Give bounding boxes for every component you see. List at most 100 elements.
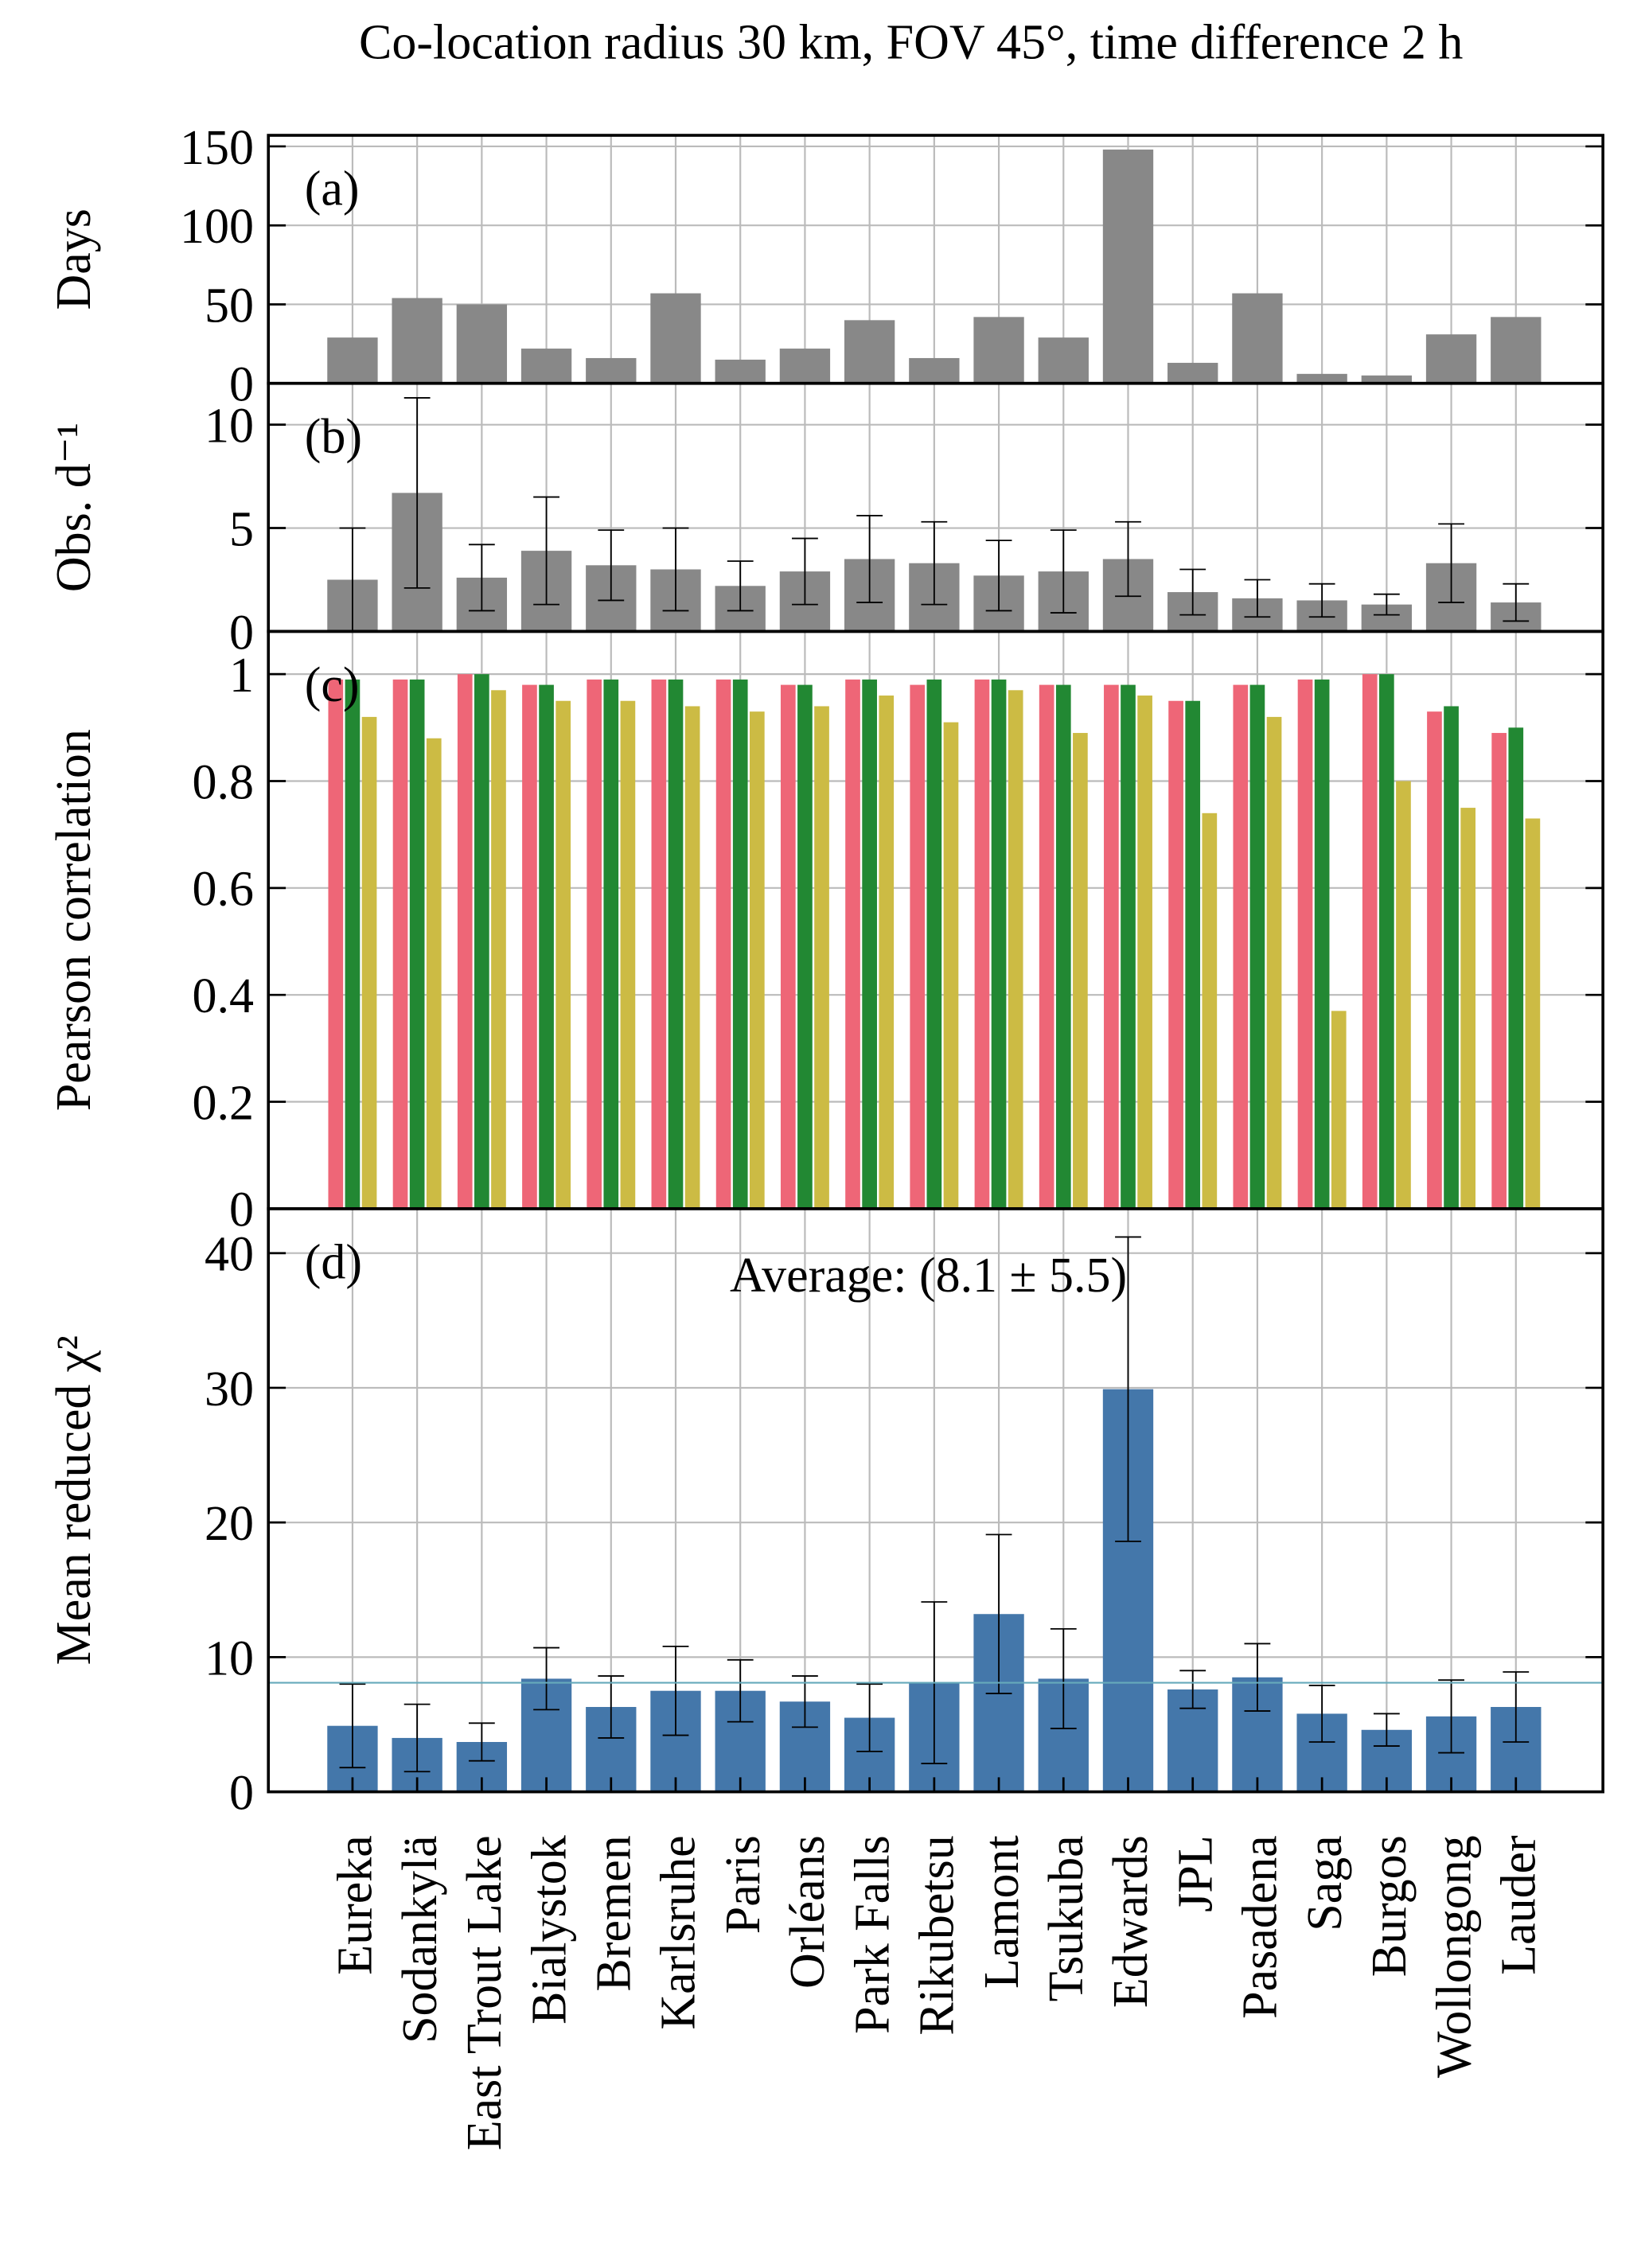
x-tick-label: Lamont bbox=[975, 1835, 1029, 1989]
bar bbox=[1055, 684, 1071, 1209]
y-tick-label: 0.2 bbox=[193, 1076, 254, 1130]
y-tick-label: 0.6 bbox=[193, 863, 254, 917]
bar bbox=[1362, 674, 1378, 1209]
x-tick-label: Saga bbox=[1298, 1835, 1352, 1931]
y-tick-label: 5 bbox=[229, 502, 254, 556]
bar bbox=[1232, 293, 1283, 384]
bar bbox=[491, 690, 506, 1209]
y-tick-label: 0 bbox=[229, 606, 254, 660]
bar bbox=[780, 684, 796, 1209]
bar bbox=[392, 679, 408, 1209]
bar bbox=[539, 684, 554, 1209]
bar bbox=[1296, 373, 1347, 384]
bar bbox=[1185, 700, 1201, 1209]
x-tick-label: Pasadena bbox=[1234, 1835, 1288, 2019]
y-tick-label: 150 bbox=[180, 121, 254, 175]
bar bbox=[797, 684, 813, 1209]
bar bbox=[1038, 337, 1089, 384]
bar bbox=[879, 696, 895, 1209]
bar bbox=[668, 679, 684, 1209]
x-tick-label: Tsukuba bbox=[1039, 1835, 1093, 2001]
y-tick-label: 10 bbox=[205, 1631, 254, 1685]
y-tick-label: 0 bbox=[229, 1766, 254, 1820]
bar bbox=[457, 674, 473, 1209]
y-axis-label: Obs. d⁻¹ bbox=[47, 423, 101, 592]
bar bbox=[474, 674, 489, 1209]
bar bbox=[586, 357, 637, 384]
panel-frame bbox=[267, 1207, 1604, 1794]
x-tick-label: Park Falls bbox=[845, 1835, 899, 2034]
bar bbox=[520, 349, 572, 384]
panel-label: (d) bbox=[305, 1235, 362, 1289]
bar bbox=[1039, 684, 1054, 1209]
bar bbox=[1331, 1011, 1347, 1209]
bar bbox=[1102, 149, 1154, 384]
chart-title: Co-location radius 30 km, FOV 45°, time … bbox=[359, 15, 1463, 69]
x-tick-label: Orléans bbox=[781, 1835, 835, 1989]
bar bbox=[844, 320, 895, 384]
panel-label: (a) bbox=[305, 162, 360, 216]
y-tick-label: 0 bbox=[229, 1183, 254, 1237]
y-tick-label: 40 bbox=[205, 1228, 254, 1282]
bar bbox=[1121, 684, 1136, 1209]
bar bbox=[409, 679, 425, 1209]
bar bbox=[345, 679, 361, 1209]
bar bbox=[991, 679, 1007, 1209]
bar bbox=[1167, 362, 1218, 384]
panel-label: (b) bbox=[305, 410, 362, 464]
y-tick-label: 100 bbox=[180, 200, 254, 254]
bar bbox=[620, 700, 636, 1209]
x-tick-label: Burgos bbox=[1362, 1835, 1417, 1977]
bar bbox=[1249, 684, 1265, 1209]
bar bbox=[1266, 716, 1282, 1209]
bar bbox=[814, 706, 829, 1209]
y-axis-label: Pearson correlation bbox=[47, 729, 101, 1111]
x-tick-label: Edwards bbox=[1104, 1835, 1158, 2008]
bar bbox=[715, 679, 731, 1209]
bar bbox=[456, 304, 508, 384]
bar bbox=[943, 722, 959, 1209]
bar bbox=[909, 357, 960, 384]
bar bbox=[1396, 781, 1411, 1209]
y-tick-label: 20 bbox=[205, 1497, 254, 1551]
bar bbox=[926, 679, 942, 1209]
bar bbox=[1444, 706, 1459, 1209]
y-axis-label: Mean reduced χ² bbox=[47, 1335, 101, 1665]
bar bbox=[1008, 690, 1023, 1209]
y-tick-label: 10 bbox=[205, 399, 254, 454]
bar bbox=[1427, 711, 1442, 1209]
y-axis-label: Days bbox=[47, 208, 101, 310]
bar bbox=[1168, 700, 1183, 1209]
x-tick-label: Sodankylä bbox=[393, 1835, 447, 2044]
bar bbox=[1202, 813, 1218, 1209]
x-tick-label: Eureka bbox=[329, 1835, 383, 1974]
bar bbox=[973, 317, 1024, 384]
bar bbox=[522, 684, 537, 1209]
x-tick-label: Rikubetsu bbox=[910, 1835, 965, 2035]
bar bbox=[1361, 375, 1413, 384]
bar bbox=[587, 679, 602, 1209]
bar bbox=[426, 738, 442, 1209]
bar bbox=[1233, 684, 1249, 1209]
bar bbox=[1525, 818, 1541, 1209]
bar bbox=[1314, 679, 1330, 1209]
y-tick-label: 0 bbox=[229, 358, 254, 412]
bar bbox=[910, 684, 926, 1209]
bar bbox=[603, 679, 619, 1209]
bar bbox=[732, 679, 748, 1209]
bar bbox=[1425, 334, 1477, 384]
bar bbox=[1491, 733, 1507, 1209]
x-tick-label: Paris bbox=[716, 1835, 770, 1934]
x-tick-label: JPL bbox=[1168, 1835, 1222, 1911]
bar bbox=[328, 679, 344, 1209]
y-tick-label: 0.4 bbox=[193, 969, 254, 1023]
x-tick-label: Bialystok bbox=[522, 1835, 576, 2024]
bar bbox=[1137, 696, 1152, 1209]
bar bbox=[361, 716, 377, 1209]
bar bbox=[651, 679, 667, 1209]
bar bbox=[1379, 674, 1394, 1209]
bar bbox=[1073, 733, 1088, 1209]
bar bbox=[1491, 317, 1542, 384]
bar bbox=[845, 679, 860, 1209]
annotation: Average: (8.1 ± 5.5) bbox=[730, 1249, 1127, 1303]
